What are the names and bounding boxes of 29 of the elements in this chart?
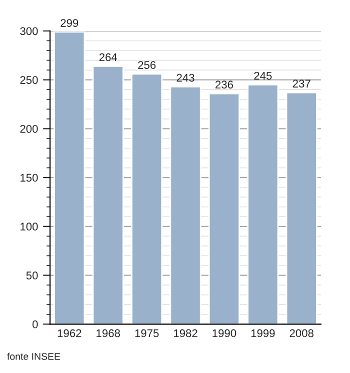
data-label: 237 [292,80,310,88]
y-tick-label: 300 [20,27,38,36]
data-label: 243 [176,74,194,82]
y-tick-label: 150 [20,174,38,182]
bar [208,92,240,324]
x-tick-label: 1968 [96,329,120,338]
bar [54,31,86,324]
x-tick-label: 1975 [135,329,159,338]
y-tick-label: 50 [26,272,38,280]
x-tick-label: 2008 [290,329,314,338]
x-tick-label: 1990 [212,329,236,338]
y-tick-label: 0 [32,320,38,328]
data-label: 264 [99,53,118,62]
bar [170,86,202,324]
bar [92,65,124,324]
bar [286,92,318,324]
y-tick-label: 200 [20,124,38,133]
y-tick-label: 100 [20,222,38,231]
data-label: 299 [60,19,78,27]
data-label: 245 [254,72,272,80]
x-tick-label: 1999 [251,329,275,338]
data-label: 256 [138,61,156,69]
y-tick-label: 250 [20,76,38,84]
bar [131,73,163,324]
source-note: fonte INSEE [7,352,60,360]
data-label: 236 [215,80,233,89]
x-tick-label: 1982 [174,329,198,338]
bar [247,84,279,324]
x-tick-label: 1962 [58,329,82,338]
